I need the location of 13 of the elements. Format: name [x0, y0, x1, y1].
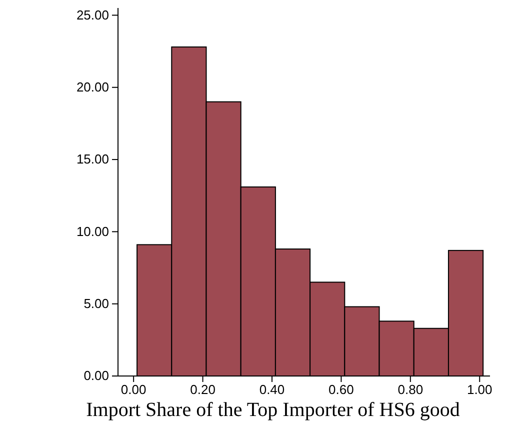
x-tick-label: 0.20 [190, 382, 216, 398]
y-tick-label: 10.00 [76, 224, 109, 239]
x-tick-label: 1.00 [466, 382, 492, 398]
x-tick-label: 0.40 [259, 382, 285, 398]
x-axis-title: Import Share of the Top Importer of HS6 good [86, 399, 460, 421]
y-tick-label: 15.00 [76, 152, 109, 167]
y-tick-label: 20.00 [76, 80, 109, 95]
y-tick-label: 5.00 [84, 296, 109, 312]
x-tick-label: 0.60 [328, 382, 354, 398]
y-tick-label: 0.00 [84, 368, 109, 384]
x-tick-label: 0.80 [398, 382, 424, 398]
x-tick-label: 0.00 [120, 382, 146, 398]
y-tick-label: 25.00 [76, 7, 109, 22]
